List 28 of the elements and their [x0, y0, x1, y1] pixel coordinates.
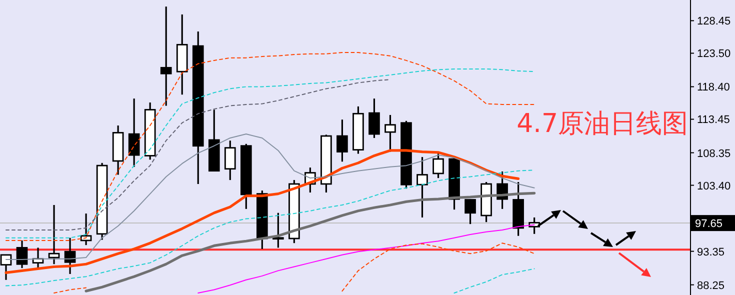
line-series	[4, 149, 520, 274]
y-tick-label: 123.50	[697, 48, 731, 60]
candlestick	[336, 118, 348, 162]
candlestick	[272, 212, 284, 248]
candlestick	[128, 98, 140, 168]
y-tick-label: 88.25	[697, 280, 725, 292]
y-tick-label: 103.40	[697, 180, 731, 192]
y-tick-label: 113.45	[697, 114, 730, 126]
candlestick	[80, 212, 92, 246]
text: 4.7原油日线图	[516, 109, 688, 139]
candlestick	[16, 240, 28, 269]
candlestick	[368, 98, 380, 139]
y-tick-label: 108.35	[697, 148, 731, 160]
candlestick	[160, 6, 172, 107]
y-tick-label: 128.45	[697, 16, 731, 28]
candlestick	[0, 254, 12, 281]
y-tick-label: 93.35	[697, 246, 725, 258]
y-tick-label: 118.40	[697, 82, 730, 94]
ref-line-label: 97.65	[695, 218, 723, 230]
candlestick	[48, 204, 60, 265]
line-series	[6, 170, 535, 286]
candlestick	[464, 198, 476, 225]
line-series	[6, 79, 391, 230]
candlestick	[416, 156, 428, 218]
candlestick	[64, 237, 76, 275]
candlestick	[432, 150, 444, 179]
candlestick	[224, 140, 236, 181]
line-series	[454, 268, 535, 294]
